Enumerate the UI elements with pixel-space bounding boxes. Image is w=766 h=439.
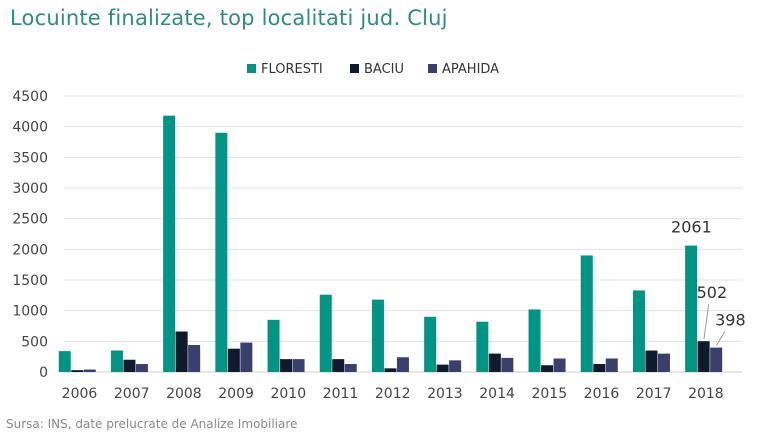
bar [605,358,618,372]
x-tick-label: 2007 [114,386,150,402]
data-label: 2061 [671,218,712,237]
y-tick-label: 2500 [12,212,48,228]
bar [685,245,698,372]
bar [697,341,710,372]
x-tick-label: 2011 [323,386,359,402]
data-label-leader [715,331,726,346]
bar [384,368,397,372]
x-tick-label: 2008 [166,386,202,402]
x-tick-label: 2010 [270,386,306,402]
y-axis: 0 500 1000 1500 2000 2500 3000 3500 4000 4500 [12,89,48,381]
bars [58,115,723,373]
bar [332,359,345,372]
bar [292,359,305,372]
bar [344,364,357,372]
y-tick-label: 3500 [12,150,48,166]
bar [227,348,240,372]
y-tick-label: 1500 [12,273,48,289]
data-labels: 2061 502 398 [671,218,746,346]
grid-lines [64,95,742,373]
bar [396,357,409,372]
bar [541,365,554,372]
legend: FLORESTI BACIU APAHIDA [247,62,499,77]
x-tick-label: 2012 [375,386,411,402]
y-tick-label: 4000 [12,120,48,136]
legend-swatch [247,64,256,73]
bar [593,364,606,372]
bar [657,353,670,372]
bar [110,350,123,372]
bar [163,115,176,373]
y-tick-label: 3000 [12,181,48,197]
x-tick-label: 2014 [479,386,515,402]
bar [71,370,84,372]
chart-title: Locuinte finalizate, top localitati jud.… [10,6,448,30]
legend-swatch [350,64,359,73]
y-tick-label: 4500 [12,89,48,105]
bar [267,319,280,372]
bar [135,364,148,372]
data-label: 502 [697,283,728,302]
bar [240,342,253,372]
y-tick-label: 0 [39,365,48,381]
bar [319,294,332,372]
x-tick-label: 2006 [62,386,98,402]
bar [449,360,462,372]
x-tick-label: 2018 [688,386,724,402]
bar [188,345,201,372]
y-tick-label: 500 [21,334,48,350]
x-tick-label: 2015 [531,386,567,402]
bar [710,347,723,372]
legend-label: BACIU [364,62,404,77]
legend-swatch [428,64,437,73]
x-tick-label: 2013 [427,386,463,402]
bar [580,255,593,372]
legend-label: APAHIDA [442,62,499,77]
bar [123,359,136,372]
bar [632,290,645,372]
bar [58,351,71,372]
y-tick-label: 1000 [12,304,48,320]
bar [83,369,96,372]
legend-label: FLORESTI [261,62,323,77]
bar [476,321,489,372]
bar [501,357,514,372]
bar [488,353,501,372]
bar [371,299,384,372]
bar [175,331,188,372]
bar [424,316,437,372]
x-tick-label: 2017 [636,386,672,402]
y-tick-label: 2000 [12,242,48,258]
data-label-leader [703,304,710,340]
source-note: Sursa: INS, date prelucrate de Analize I… [6,417,298,431]
bar [436,364,449,372]
x-tick-label: 2016 [584,386,620,402]
x-tick-label: 2009 [218,386,254,402]
bar [528,309,541,372]
bar [645,350,658,372]
bar [280,359,293,372]
x-axis: 2006 2007 2008 2009 2010 2011 2012 2013 2014 2015… [62,386,724,402]
bar [553,358,566,372]
bar [215,132,228,372]
data-label: 398 [715,311,746,330]
